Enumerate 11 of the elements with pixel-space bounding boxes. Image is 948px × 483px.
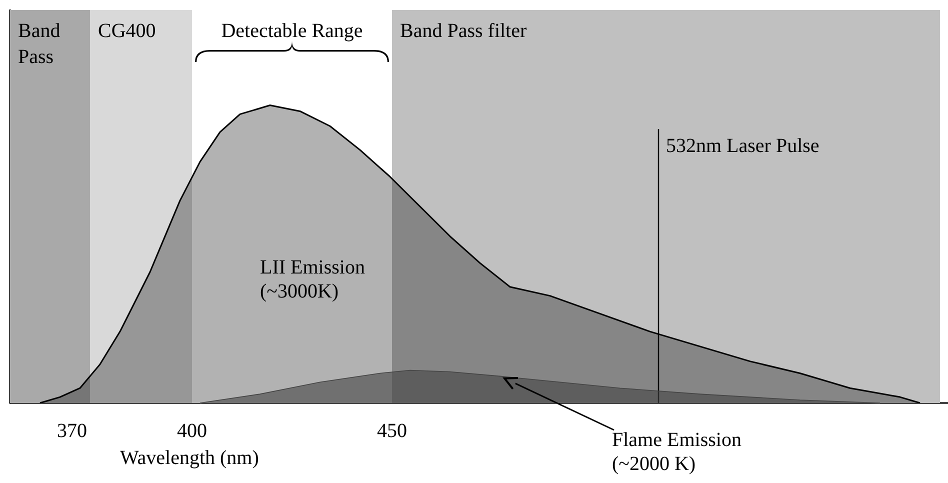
- x-axis-title: Wavelength (nm): [120, 447, 259, 469]
- x-tick-label: 450: [377, 420, 407, 442]
- x-tick-label: 400: [177, 420, 207, 442]
- x-tick-label: 370: [57, 420, 87, 442]
- band-label: CG400: [98, 20, 156, 42]
- band-label: Band Pass: [18, 20, 66, 68]
- series-label: LII Emission (~3000K): [260, 256, 365, 302]
- series-label: Flame Emission (~2000 K): [612, 429, 742, 475]
- ref-line-label: 532nm Laser Pulse: [666, 135, 820, 158]
- band-label: Band Pass filter: [400, 20, 527, 42]
- band-label: Detectable Range: [221, 20, 363, 42]
